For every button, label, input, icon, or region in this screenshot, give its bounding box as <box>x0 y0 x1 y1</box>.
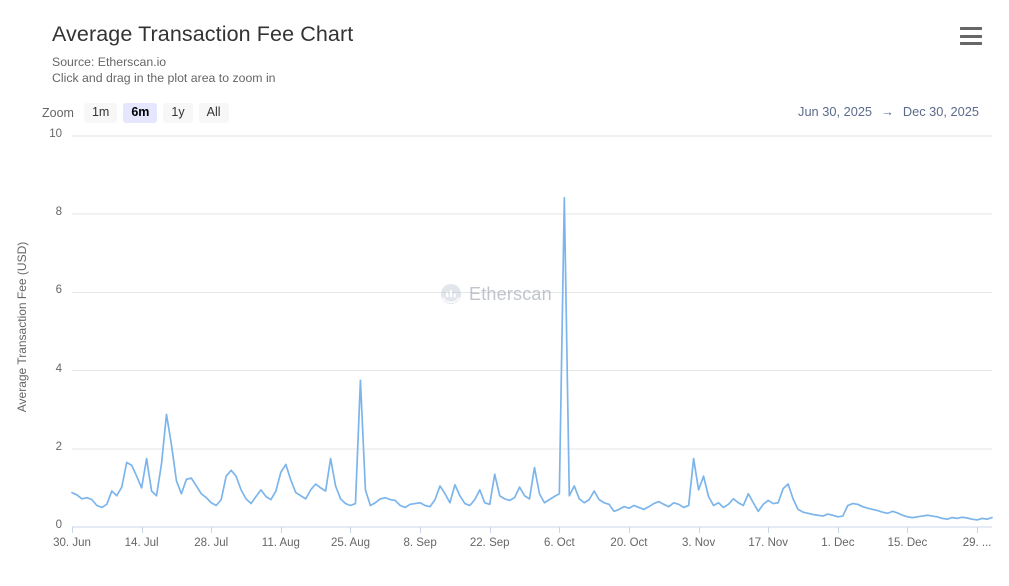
watermark-text: Etherscan <box>469 283 552 304</box>
x-axis-tick-label: 30. Jun <box>53 537 91 549</box>
x-axis-tick-label: 15. Dec <box>887 537 928 549</box>
x-axis-tick-label: 29. ... <box>962 537 992 549</box>
x-axis-tick-label: 11. Aug <box>261 537 300 549</box>
x-axis-tick-label: 3. Nov <box>681 537 716 549</box>
chart-subtitle: Source: Etherscan.io Click and drag in t… <box>52 55 276 86</box>
y-axis-tick-label: 4 <box>55 362 62 375</box>
y-axis-tick-label: 8 <box>55 206 62 219</box>
x-axis-tick-label: 14. Jul <box>124 537 159 549</box>
range-button-1y[interactable]: 1y <box>163 103 193 123</box>
x-axis-tick-label: 22. Sep <box>469 537 510 549</box>
date-range-to[interactable]: Dec 30, 2025 <box>902 104 979 119</box>
page-title: Average Transaction Fee Chart <box>52 22 354 46</box>
y-axis-tick-label: 6 <box>55 284 62 297</box>
x-axis-tick-label: 1. Dec <box>821 537 855 549</box>
x-axis-tick-label: 28. Jul <box>194 537 229 549</box>
y-axis-tick-label: 2 <box>55 440 62 453</box>
etherscan-logo-icon <box>441 284 461 304</box>
menu-bar-3 <box>960 42 982 45</box>
menu-bar-1 <box>960 27 982 30</box>
date-range-arrow-icon: → <box>881 104 894 119</box>
x-axis-tick-label: 17. Nov <box>748 537 789 549</box>
zoom-label: Zoom <box>42 106 74 120</box>
x-axis-tick-label: 8. Sep <box>403 537 437 549</box>
x-axis-tick-label: 6. Oct <box>544 537 575 549</box>
range-button-6m[interactable]: 6m <box>123 103 158 123</box>
y-axis-tick-label: 0 <box>55 519 62 531</box>
x-axis-tick-label: 25. Aug <box>330 537 370 549</box>
date-range-from[interactable]: Jun 30, 2025 <box>798 104 873 119</box>
x-axis-tick-label: 20. Oct <box>610 537 648 549</box>
y-axis-tick-label: 10 <box>49 128 62 140</box>
range-button-all[interactable]: All <box>198 103 229 123</box>
source-line: Source: Etherscan.io <box>52 55 167 69</box>
y-axis-title: Average Transaction Fee (USD) <box>15 241 29 413</box>
range-selector: Zoom 1m 6m 1y All <box>42 103 235 123</box>
etherscan-watermark: Etherscan <box>440 283 552 305</box>
menu-bar-2 <box>960 34 982 38</box>
date-range-selector: Jun 30, 2025 → Dec 30, 2025 <box>798 104 979 119</box>
range-button-1m[interactable]: 1m <box>83 103 118 123</box>
hamburger-menu-icon[interactable] <box>960 27 982 45</box>
zoom-hint-line: Click and drag in the plot area to zoom … <box>52 70 276 85</box>
